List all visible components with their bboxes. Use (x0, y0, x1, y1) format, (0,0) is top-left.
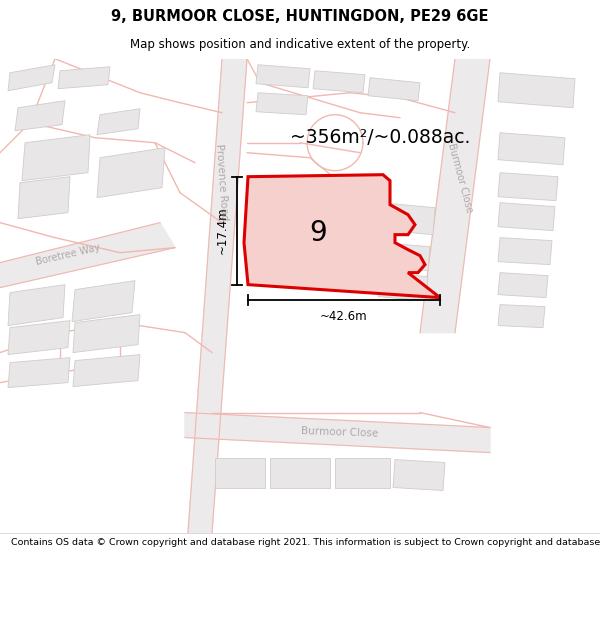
Polygon shape (8, 65, 55, 91)
Polygon shape (498, 173, 558, 201)
Polygon shape (498, 202, 555, 231)
Polygon shape (188, 59, 247, 532)
Polygon shape (8, 321, 70, 354)
Polygon shape (97, 148, 165, 198)
Polygon shape (8, 284, 65, 326)
Polygon shape (256, 92, 308, 115)
Polygon shape (73, 314, 140, 352)
Polygon shape (378, 202, 435, 234)
Text: Provence Road: Provence Road (214, 144, 230, 221)
Polygon shape (73, 354, 140, 387)
Text: Burmoor Close: Burmoor Close (446, 142, 474, 214)
Polygon shape (393, 459, 445, 491)
Polygon shape (22, 135, 90, 181)
Polygon shape (498, 272, 548, 298)
Polygon shape (185, 412, 490, 452)
Text: Map shows position and indicative extent of the property.: Map shows position and indicative extent… (130, 38, 470, 51)
Polygon shape (378, 242, 430, 271)
Text: Contains OS data © Crown copyright and database right 2021. This information is : Contains OS data © Crown copyright and d… (11, 538, 600, 547)
Polygon shape (335, 458, 390, 488)
Text: Burmoor Close: Burmoor Close (301, 426, 379, 439)
Polygon shape (368, 78, 420, 101)
Text: 9: 9 (309, 219, 327, 247)
Polygon shape (58, 67, 110, 89)
Polygon shape (18, 177, 70, 219)
Polygon shape (244, 175, 440, 298)
Polygon shape (270, 458, 330, 488)
Polygon shape (498, 304, 545, 328)
Polygon shape (256, 65, 310, 88)
Text: ~17.4m: ~17.4m (216, 207, 229, 254)
Polygon shape (498, 132, 565, 165)
Text: 9, BURMOOR CLOSE, HUNTINGDON, PE29 6GE: 9, BURMOOR CLOSE, HUNTINGDON, PE29 6GE (111, 9, 489, 24)
Polygon shape (498, 238, 552, 264)
Polygon shape (313, 71, 365, 92)
Polygon shape (378, 272, 428, 301)
Polygon shape (215, 458, 265, 488)
Text: ~356m²/~0.088ac.: ~356m²/~0.088ac. (290, 128, 470, 148)
Polygon shape (72, 281, 135, 322)
Polygon shape (0, 222, 175, 288)
Text: ~42.6m: ~42.6m (320, 309, 368, 322)
Polygon shape (8, 357, 70, 388)
Text: Boretree Way: Boretree Way (35, 242, 101, 267)
Polygon shape (15, 101, 65, 131)
Polygon shape (420, 59, 490, 333)
Polygon shape (498, 72, 575, 107)
Polygon shape (97, 109, 140, 135)
